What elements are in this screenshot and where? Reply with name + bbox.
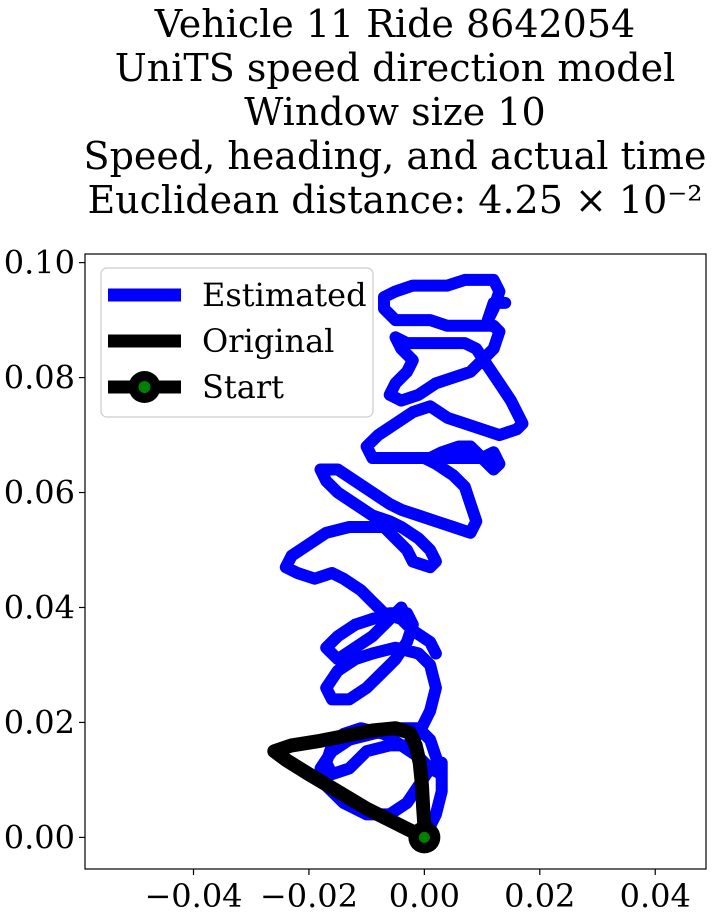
start-marker-center xyxy=(418,831,430,843)
x-tick-label: −0.02 xyxy=(260,877,358,915)
y-tick-label: 0.04 xyxy=(4,588,75,626)
legend-frame xyxy=(100,267,374,418)
title-line: Window size 10 xyxy=(244,90,546,134)
legend-start-label: Start xyxy=(202,368,284,406)
plot-layer xyxy=(267,273,529,854)
series-line-estimated xyxy=(279,273,529,844)
chart-title: Vehicle 11 Ride 8642054 UniTS speed dire… xyxy=(0,2,713,222)
title-line: Speed, heading, and actual time xyxy=(83,134,707,178)
x-tick-label: 0.02 xyxy=(504,877,575,915)
y-tick-label: 0.10 xyxy=(4,244,75,282)
x-tick-label: 0.04 xyxy=(620,877,691,915)
legend: Estimated Original Start xyxy=(100,267,374,418)
title-line: Vehicle 11 Ride 8642054 xyxy=(154,2,636,46)
y-tick-label: 0.06 xyxy=(4,474,75,512)
axes-frame xyxy=(84,253,707,870)
title-line: UniTS speed direction model xyxy=(114,46,676,90)
x-tick-label: −0.04 xyxy=(144,877,242,915)
legend-start-marker-center xyxy=(138,381,151,393)
y-tick-label: 0.08 xyxy=(4,359,75,397)
legend-original-label: Original xyxy=(202,322,334,360)
title-line: Euclidean distance: 4.25 × 10⁻² xyxy=(87,178,703,222)
series-line-original xyxy=(267,721,432,845)
legend-estimated-label: Estimated xyxy=(202,276,367,314)
y-tick-label: 0.00 xyxy=(4,818,75,856)
y-tick-label: 0.02 xyxy=(4,703,75,741)
x-tick-label: 0.00 xyxy=(389,877,460,915)
tick-layer: −0.04 −0.02 0.00 0.02 0.04 0.00 0.02 0.04 0.06 0.… xyxy=(4,244,691,915)
